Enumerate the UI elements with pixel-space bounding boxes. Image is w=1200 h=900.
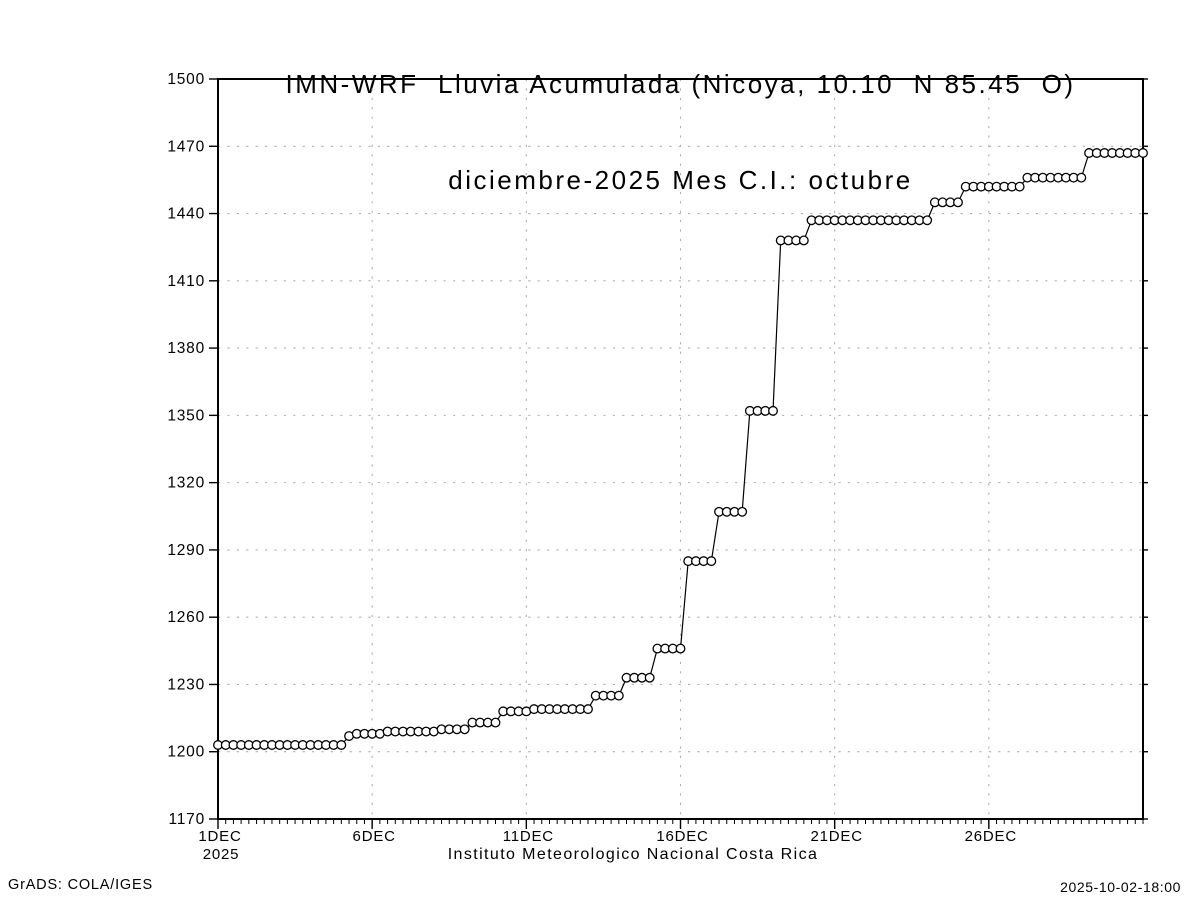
footer-grads-credit: GrADS: COLA/IGES [8,877,153,893]
data-point [583,704,593,715]
y-tick-label: 1320 [167,475,205,492]
data-point [675,643,686,654]
data-point [336,740,347,750]
y-tick-label: 1440 [167,206,205,223]
data-point [706,556,717,567]
data-point [1138,148,1148,158]
x-tick-label: 21DEC [810,828,862,845]
y-tick-label: 1350 [167,407,205,424]
data-point [953,197,963,208]
y-tick-label: 1380 [167,340,205,357]
x-tick-label: 1DEC [198,828,241,845]
x-tick-label: 11DEC [503,828,554,845]
y-tick-label: 1230 [167,676,205,693]
data-point [798,235,809,246]
x-axis-labels: 1DEC 6DEC 11DEC 16DEC 21DEC 26DEC 2025 [198,828,1017,863]
y-tick-label: 1470 [167,138,205,155]
x-minor-ticks [217,820,1144,824]
data-point [490,717,501,728]
footer-institute-label: Instituto Meteorologico Nacional Costa R… [447,846,819,863]
x-tick-label: 6DEC [353,828,396,845]
data-point [613,690,624,701]
y-axis-labels: 1170 1200 1230 1260 1290 1320 1350 1380 1410 1440… [167,71,205,828]
footer-timestamp: 2025-10-02-18:00 [1060,879,1181,895]
data-point [644,672,655,683]
x-tick-label: 16DEC [656,828,708,845]
chart-title-block: IMN-WRF Lluvia Acumulada (Nicoya, 10.10 … [218,4,1143,260]
y-tick-label: 1500 [167,71,205,88]
plot-frame [217,78,1144,820]
y-tick-label: 1170 [168,811,205,828]
data-point [922,215,933,226]
x-tick-label: 26DEC [965,828,1017,845]
chart-title-line2: diciembre-2025 Mes C.I.: octubre [448,165,913,195]
axis-ticks [209,78,1148,829]
y-tick-label: 1200 [167,744,205,761]
data-point [1014,181,1025,192]
y-tick-label: 1410 [167,273,205,290]
rain-series-markers [213,148,1148,750]
gridlines [218,79,1143,819]
y-tick-label: 1260 [167,609,205,626]
data-point [459,724,470,735]
y-tick-label: 1290 [167,542,205,559]
x-year-label: 2025 [203,846,240,863]
rain-series-line [218,152,1143,746]
data-point [1076,172,1087,183]
chart-title-line1: IMN-WRF Lluvia Acumulada (Nicoya, 10.10 … [285,69,1076,99]
data-point [768,405,778,416]
data-point [737,506,748,517]
